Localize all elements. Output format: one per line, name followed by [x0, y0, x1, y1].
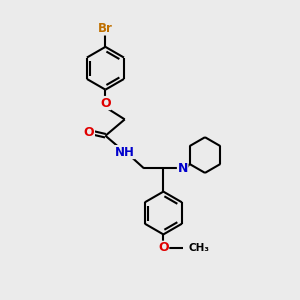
Text: O: O — [158, 241, 169, 254]
Text: NH: NH — [115, 146, 135, 159]
Text: CH₃: CH₃ — [189, 243, 210, 253]
Text: O: O — [84, 126, 94, 139]
Text: O: O — [100, 97, 111, 110]
Text: N: N — [178, 162, 188, 175]
Text: Br: Br — [98, 22, 113, 35]
